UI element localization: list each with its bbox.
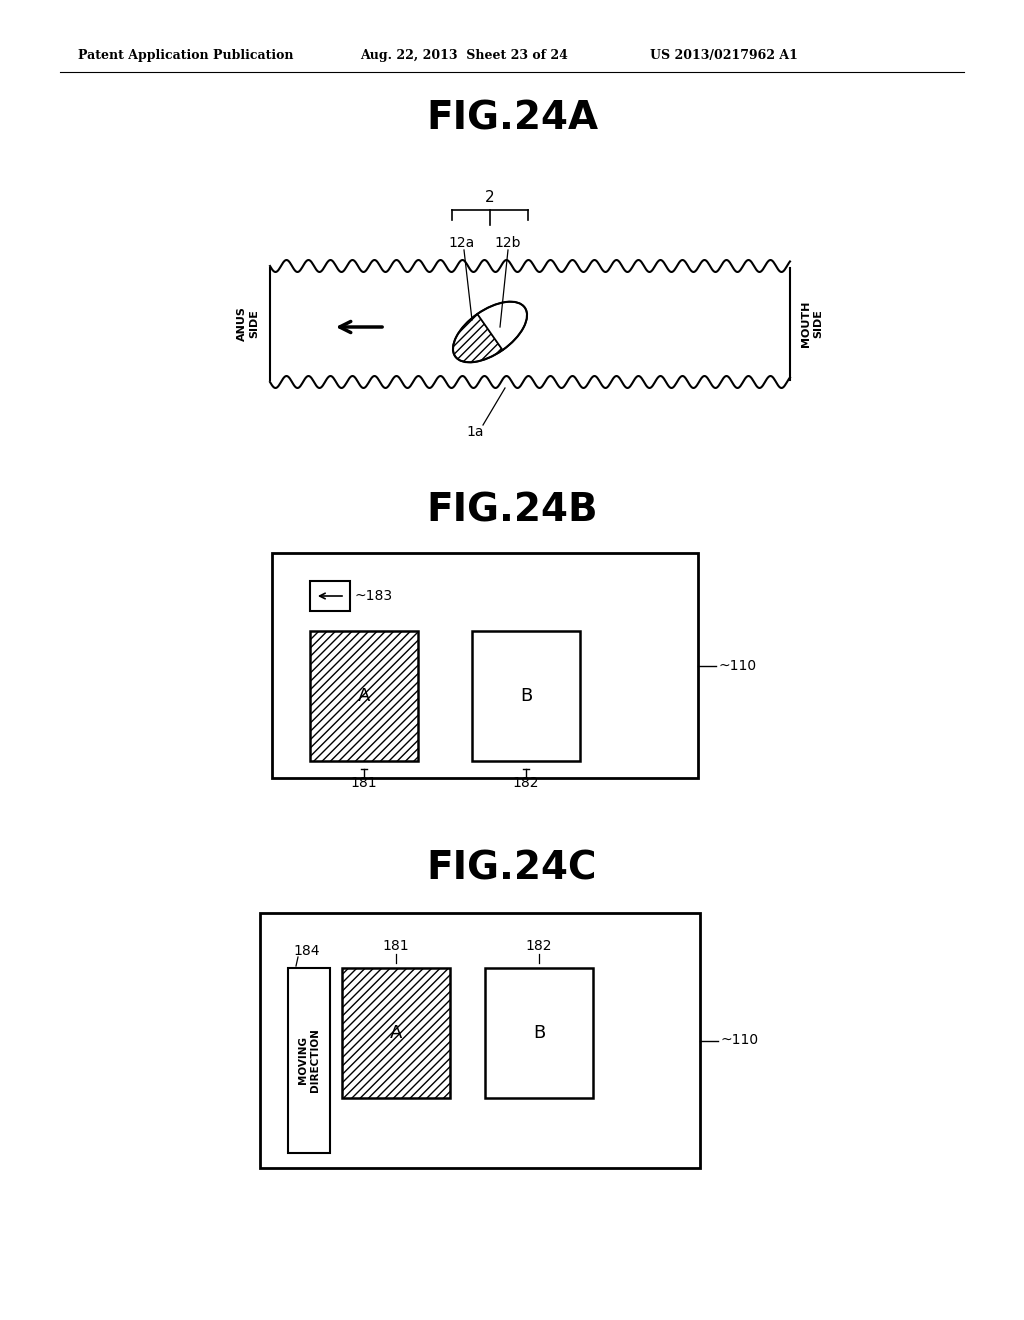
Text: US 2013/0217962 A1: US 2013/0217962 A1 xyxy=(650,49,798,62)
Polygon shape xyxy=(453,314,503,362)
Bar xyxy=(472,631,580,762)
Polygon shape xyxy=(477,302,527,350)
Bar xyxy=(310,581,350,611)
Text: MOUTH
SIDE: MOUTH SIDE xyxy=(801,301,823,347)
Text: 1a: 1a xyxy=(466,425,483,440)
Text: 181: 181 xyxy=(350,776,377,789)
Bar xyxy=(260,913,700,1168)
Text: Aug. 22, 2013  Sheet 23 of 24: Aug. 22, 2013 Sheet 23 of 24 xyxy=(360,49,568,62)
Text: FIG.24A: FIG.24A xyxy=(426,99,598,137)
Bar xyxy=(272,553,698,777)
Text: ~110: ~110 xyxy=(718,659,756,672)
Text: 12b: 12b xyxy=(495,236,521,249)
Text: ANUS
SIDE: ANUS SIDE xyxy=(238,306,259,342)
Text: FIG.24B: FIG.24B xyxy=(426,491,598,529)
Text: 184: 184 xyxy=(293,944,319,958)
Text: ~183: ~183 xyxy=(355,589,393,603)
Text: B: B xyxy=(520,686,532,705)
Text: B: B xyxy=(532,1024,545,1041)
Bar xyxy=(288,968,330,1152)
Text: FIG.24C: FIG.24C xyxy=(427,849,597,887)
Text: Patent Application Publication: Patent Application Publication xyxy=(78,49,294,62)
Text: 182: 182 xyxy=(513,776,540,789)
Text: 182: 182 xyxy=(525,939,552,953)
Text: A: A xyxy=(390,1024,402,1041)
Text: ~110: ~110 xyxy=(720,1034,758,1048)
Bar xyxy=(310,631,418,762)
Bar xyxy=(342,968,450,1098)
Text: 12a: 12a xyxy=(449,236,475,249)
Text: A: A xyxy=(357,686,371,705)
Text: MOVING
DIRECTION: MOVING DIRECTION xyxy=(298,1028,319,1093)
Text: 2: 2 xyxy=(485,190,495,206)
Text: 181: 181 xyxy=(383,939,410,953)
Bar xyxy=(485,968,593,1098)
